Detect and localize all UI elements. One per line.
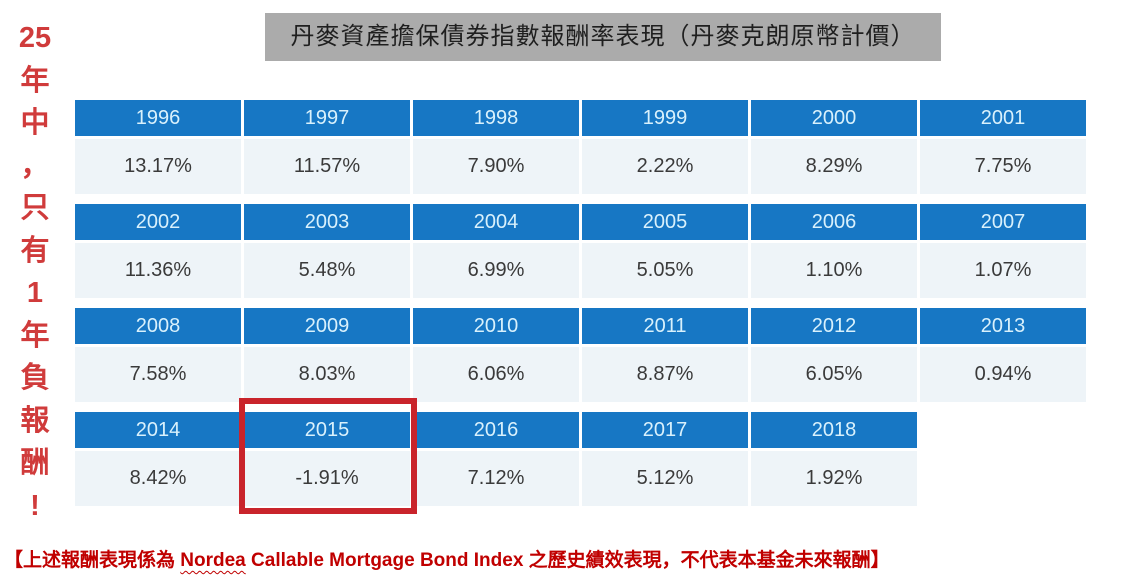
return-cell-2001: 7.75%	[920, 139, 1086, 194]
year-cell-1997: 1997	[244, 100, 410, 136]
year-cell-2015: 2015	[244, 412, 410, 448]
year-cell-2001: 2001	[920, 100, 1086, 136]
return-cell-2013: 0.94%	[920, 347, 1086, 402]
year-cell-2011: 2011	[582, 308, 748, 344]
return-cell-1996: 13.17%	[75, 139, 241, 194]
annotation-char: 年	[20, 319, 50, 352]
return-cell-2005: 5.05%	[582, 243, 748, 298]
year-header-row-2: 2002 2003 2004 2005 2006 2007	[75, 204, 1086, 240]
year-header-row-3: 2008 2009 2010 2011 2012 2013	[75, 308, 1086, 344]
return-cell-2017: 5.12%	[582, 451, 748, 506]
table-band-1: 1996 1997 1998 1999 2000 2001 13.17% 11.57% 7.90…	[75, 100, 1086, 194]
table-band-2: 2002 2003 2004 2005 2006 2007 11.36% 5.48% 6.99%…	[75, 204, 1086, 298]
return-cell-2011: 8.87%	[582, 347, 748, 402]
return-cell-1997: 11.57%	[244, 139, 410, 194]
footnote-text-suffix: Callable Mortgage Bond Index 之歷史績效表現，不代表…	[245, 550, 890, 571]
return-cell-2012: 6.05%	[751, 347, 917, 402]
year-cell-2006: 2006	[751, 204, 917, 240]
return-cell-2010: 6.06%	[413, 347, 579, 402]
year-cell-2016: 2016	[413, 412, 579, 448]
return-value-row-1: 13.17% 11.57% 7.90% 2.22% 8.29% 7.75%	[75, 139, 1086, 194]
year-cell-2012: 2012	[751, 308, 917, 344]
annotation-char: 負	[20, 362, 50, 394]
year-cell-2002: 2002	[75, 204, 241, 240]
return-cell-2007: 1.07%	[920, 243, 1086, 298]
return-cell-2006: 1.10%	[751, 243, 917, 298]
year-cell-2004: 2004	[413, 204, 579, 240]
returns-table: 1996 1997 1998 1999 2000 2001 13.17% 11.57% 7.90…	[75, 100, 1086, 506]
return-value-row-4: 8.42% -1.91% 7.12% 5.12% 1.92%	[75, 451, 1086, 506]
year-cell-2007: 2007	[920, 204, 1086, 240]
annotation-char: 報	[20, 404, 50, 437]
year-cell-2009: 2009	[244, 308, 410, 344]
annotation-char: 25	[18, 22, 52, 54]
footnote-index-name: Nordea	[180, 550, 246, 571]
annotation-char: !	[30, 489, 40, 522]
return-cell-2002: 11.36%	[75, 243, 241, 298]
annotation-char: 年	[20, 64, 50, 97]
year-cell-1999: 1999	[582, 100, 748, 136]
return-cell-2009: 8.03%	[244, 347, 410, 402]
year-cell-2013: 2013	[920, 308, 1086, 344]
return-value-row-2: 11.36% 5.48% 6.99% 5.05% 1.10% 1.07%	[75, 243, 1086, 298]
footnote-text-prefix: 【上述報酬表現係為	[4, 550, 181, 571]
year-cell-2008: 2008	[75, 308, 241, 344]
return-cell-2008: 7.58%	[75, 347, 241, 402]
year-cell-2010: 2010	[413, 308, 579, 344]
year-cell-2003: 2003	[244, 204, 410, 240]
year-header-row-4: 2014 2015 2016 2017 2018	[75, 412, 1086, 448]
return-cell-2003: 5.48%	[244, 243, 410, 298]
year-cell-2005: 2005	[582, 204, 748, 240]
year-cell-2000: 2000	[751, 100, 917, 136]
annotation-char: 酬	[20, 447, 50, 479]
year-cell-1998: 1998	[413, 100, 579, 136]
annotation-char: ，	[20, 149, 50, 182]
table-band-3: 2008 2009 2010 2011 2012 2013 7.58% 8.03% 6.06% 8…	[75, 308, 1086, 402]
return-cell-1998: 7.90%	[413, 139, 579, 194]
return-cell-1999: 2.22%	[582, 139, 748, 194]
annotation-char: 只	[20, 192, 50, 224]
return-cell-2016: 7.12%	[413, 451, 579, 506]
return-cell-2014: 8.42%	[75, 451, 241, 506]
annotation-char: 有	[20, 234, 50, 267]
footnote: 【上述報酬表現係為 Nordea Callable Mortgage Bond …	[4, 545, 890, 572]
year-cell-2018: 2018	[751, 412, 917, 448]
chart-title: 丹麥資產擔保債券指數報酬率表現（丹麥克朗原幣計價）	[265, 13, 941, 61]
year-header-row-1: 1996 1997 1998 1999 2000 2001	[75, 100, 1086, 136]
annotation-char: 中	[20, 107, 50, 139]
return-cell-2018: 1.92%	[751, 451, 917, 506]
return-cell-2015: -1.91%	[244, 451, 410, 506]
year-cell-2017: 2017	[582, 412, 748, 448]
year-cell-2014: 2014	[75, 412, 241, 448]
table-band-4: 2014 2015 2016 2017 2018 8.42% -1.91% 7.12% 5.12…	[75, 412, 1086, 506]
year-cell-1996: 1996	[75, 100, 241, 136]
return-value-row-3: 7.58% 8.03% 6.06% 8.87% 6.05% 0.94%	[75, 347, 1086, 402]
return-cell-2004: 6.99%	[413, 243, 579, 298]
annotation-char: 1	[26, 277, 44, 309]
return-cell-2000: 8.29%	[751, 139, 917, 194]
annotation-left-vertical-text: 25 年中，只有 1 年負報酬!	[8, 17, 62, 527]
